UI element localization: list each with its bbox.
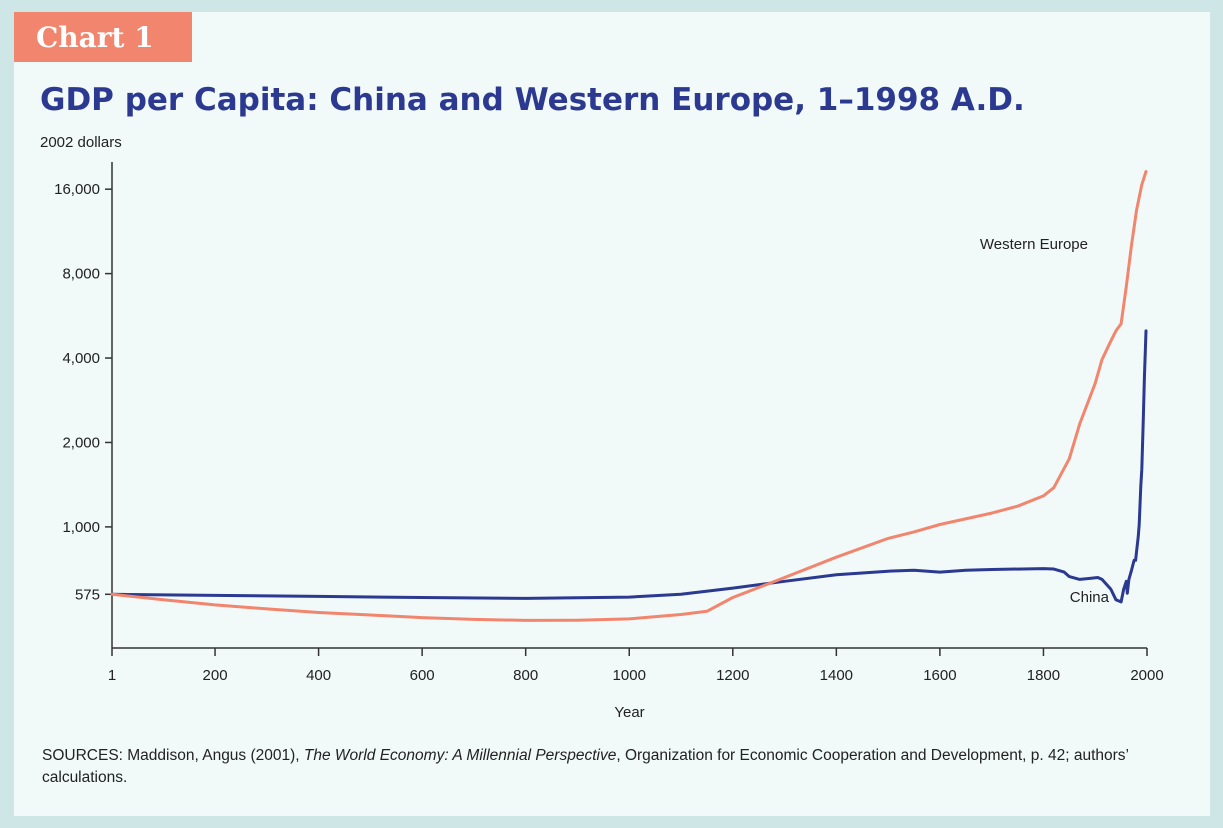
x-tick-label: 1800 xyxy=(1027,667,1060,684)
series-line-china xyxy=(110,329,1148,604)
y-tick-label: 16,000 xyxy=(54,181,100,198)
y-tick-label: 1,000 xyxy=(62,519,100,536)
x-tick-label: 2000 xyxy=(1130,667,1163,684)
y-tick-label: 2,000 xyxy=(62,434,100,451)
sources-book-title: The World Economy: A Millennial Perspect… xyxy=(303,747,617,764)
series-line-western-europe xyxy=(110,170,1148,622)
x-tick-label: 1200 xyxy=(716,667,749,684)
sources-prefix: SOURCES: Maddison, Angus (2001), xyxy=(42,747,304,764)
chart-tag: Chart 1 xyxy=(14,12,192,62)
plot-area: 1 200 400 600 800 1000 1200 1400 1600 1800 2000Yea… xyxy=(54,162,1164,721)
y-axis-unit-label: 2002 dollars xyxy=(40,134,122,151)
x-tick-label: 1000 xyxy=(613,667,646,684)
x-axis-label: Year xyxy=(614,704,644,721)
x-tick-label: 800 xyxy=(513,667,538,684)
x-tick-label: 1600 xyxy=(923,667,956,684)
y-tick-label: 575 xyxy=(75,586,100,603)
chart-title: GDP per Capita: China and Western Europe… xyxy=(40,82,1025,118)
chart-panel: Chart 1 GDP per Capita: China and Wester… xyxy=(14,12,1210,816)
sources-suffix: , Organization for Economic Cooperation … xyxy=(42,747,1129,786)
sources-note: SOURCES: Maddison, Angus (2001), The Wor… xyxy=(42,745,1192,789)
x-tick-label: 1400 xyxy=(820,667,853,684)
series-label-western-europe: Western Europe xyxy=(980,236,1088,253)
y-tick-label: 8,000 xyxy=(62,266,100,283)
x-tick-label: 400 xyxy=(306,667,331,684)
series-label-china: China xyxy=(1070,589,1110,606)
x-tick-label: 200 xyxy=(203,667,228,684)
y-tick-label: 4,000 xyxy=(62,350,100,367)
x-tick-label: 600 xyxy=(410,667,435,684)
x-tick-label: 1 xyxy=(108,667,116,684)
